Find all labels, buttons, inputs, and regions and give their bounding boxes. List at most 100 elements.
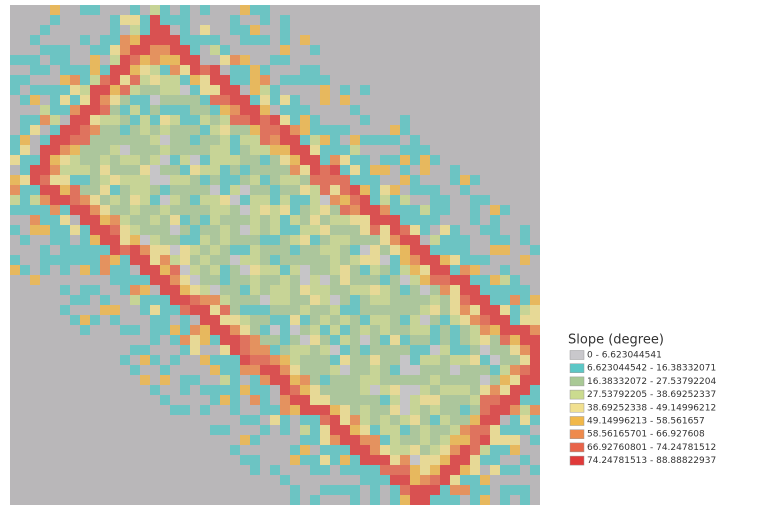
raster-cell xyxy=(340,175,350,185)
raster-cell xyxy=(240,25,250,35)
raster-cell xyxy=(10,185,20,195)
raster-cell xyxy=(510,285,520,295)
raster-cell xyxy=(320,385,330,395)
raster-cell xyxy=(220,105,230,115)
raster-cell xyxy=(90,245,100,255)
raster-cell xyxy=(530,325,540,335)
raster-cell xyxy=(300,195,310,205)
raster-cell xyxy=(450,175,460,185)
raster-cell xyxy=(310,245,320,255)
raster-cell xyxy=(400,445,410,455)
raster-cell xyxy=(330,245,340,255)
raster-cell xyxy=(160,115,170,125)
raster-cell xyxy=(130,185,140,195)
raster-cell xyxy=(340,185,350,195)
raster-cell xyxy=(520,365,530,375)
raster-cell xyxy=(380,255,390,265)
raster-cell xyxy=(240,345,250,355)
raster-cell xyxy=(490,425,500,435)
raster-cell xyxy=(90,5,100,15)
raster-cell xyxy=(490,435,500,445)
raster-cell xyxy=(410,275,420,285)
raster-cell xyxy=(400,425,410,435)
raster-cell xyxy=(290,185,300,195)
raster-cell xyxy=(500,355,510,365)
raster-cell xyxy=(180,125,190,135)
raster-cell xyxy=(380,305,390,315)
raster-cell xyxy=(230,365,240,375)
raster-cell xyxy=(60,45,70,55)
raster-cell xyxy=(420,405,430,415)
raster-cell xyxy=(110,15,120,25)
raster-cell xyxy=(200,65,210,75)
raster-cell xyxy=(160,295,170,305)
raster-cell xyxy=(290,405,300,415)
raster-cell xyxy=(170,115,180,125)
raster-cell xyxy=(210,205,220,215)
raster-cell xyxy=(320,435,330,445)
raster-cell xyxy=(340,415,350,425)
raster-cell xyxy=(310,145,320,155)
raster-cell xyxy=(160,195,170,205)
raster-cell xyxy=(460,175,470,185)
raster-cell xyxy=(450,485,460,495)
raster-cell xyxy=(520,455,530,465)
raster-cell xyxy=(440,355,450,365)
raster-cell xyxy=(450,415,460,425)
raster-cell xyxy=(10,85,20,95)
raster-cell xyxy=(120,235,130,245)
raster-cell xyxy=(250,205,260,215)
raster-cell xyxy=(310,385,320,395)
raster-cell xyxy=(490,385,500,395)
raster-cell xyxy=(530,245,540,255)
raster-cell xyxy=(490,225,500,235)
raster-cell xyxy=(500,295,510,305)
raster-cell xyxy=(200,125,210,135)
raster-cell xyxy=(200,175,210,185)
raster-cell xyxy=(450,245,460,255)
raster-cell xyxy=(280,425,290,435)
raster-cell xyxy=(530,395,540,405)
raster-cell xyxy=(500,365,510,375)
raster-cell xyxy=(220,195,230,205)
raster-cell xyxy=(510,365,520,375)
raster-cell xyxy=(150,195,160,205)
raster-cell xyxy=(240,135,250,145)
raster-cell xyxy=(520,355,530,365)
raster-cell xyxy=(360,325,370,335)
raster-cell xyxy=(290,105,300,115)
raster-cell xyxy=(390,185,400,195)
raster-cell xyxy=(430,475,440,485)
raster-cell xyxy=(210,65,220,75)
raster-cell xyxy=(350,315,360,325)
raster-cell xyxy=(170,145,180,155)
raster-cell xyxy=(140,285,150,295)
raster-cell xyxy=(490,445,500,455)
raster-cell xyxy=(180,205,190,215)
raster-cell xyxy=(500,485,510,495)
raster-cell xyxy=(230,205,240,215)
raster-cell xyxy=(450,305,460,315)
raster-cell xyxy=(310,305,320,315)
raster-cell xyxy=(330,485,340,495)
raster-cell xyxy=(230,75,240,85)
raster-cell xyxy=(160,175,170,185)
raster-cell xyxy=(500,345,510,355)
raster-cell xyxy=(250,275,260,285)
raster-cell xyxy=(320,185,330,195)
raster-cell xyxy=(230,445,240,455)
raster-cell xyxy=(220,95,230,105)
raster-cell xyxy=(50,165,60,175)
raster-cell xyxy=(490,405,500,415)
raster-cell xyxy=(320,325,330,335)
raster-cell xyxy=(170,275,180,285)
raster-cell xyxy=(300,305,310,315)
raster-cell xyxy=(80,255,90,265)
raster-cell xyxy=(250,175,260,185)
raster-cell xyxy=(410,405,420,415)
raster-cell xyxy=(100,125,110,135)
raster-cell xyxy=(150,185,160,195)
raster-cell xyxy=(180,65,190,75)
raster-cell xyxy=(70,95,80,105)
raster-cell xyxy=(110,45,120,55)
